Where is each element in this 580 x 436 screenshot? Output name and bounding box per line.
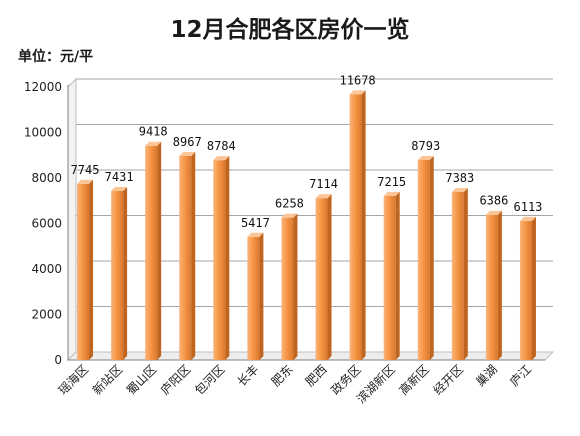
bar-front <box>485 214 498 360</box>
bar-side <box>395 191 400 360</box>
side-wall <box>67 77 77 362</box>
bar <box>111 186 128 360</box>
y-tick-label: 6000 <box>31 217 62 231</box>
data-label: 6258 <box>275 197 304 211</box>
bar-side <box>157 141 162 360</box>
bar-front <box>77 183 90 360</box>
bar-front <box>179 156 192 360</box>
y-tick-label: 2000 <box>31 308 62 322</box>
bar-front <box>349 94 362 360</box>
bar-side <box>429 155 434 360</box>
bar-top <box>247 232 264 237</box>
y-tick-label: 0 <box>54 353 62 367</box>
x-tick-label: 肥西 <box>303 362 330 389</box>
y-tick-label: 10000 <box>24 126 62 140</box>
x-tick-label: 包河区 <box>192 362 227 397</box>
bar-top <box>451 188 468 193</box>
bars <box>77 90 536 360</box>
bar-side <box>259 232 264 360</box>
x-tick-label: 肥东 <box>269 362 296 389</box>
bar <box>145 141 162 360</box>
data-label: 6113 <box>514 200 543 214</box>
x-tick-label: 庐江 <box>506 362 534 390</box>
bar-front <box>315 198 328 360</box>
bar-top <box>111 186 128 191</box>
y-tick-label: 4000 <box>31 262 62 276</box>
bar <box>485 210 502 360</box>
bar-top <box>77 179 94 184</box>
x-tick-label: 经开区 <box>431 362 466 397</box>
data-label: 7383 <box>445 171 474 185</box>
x-tick-label: 高新区 <box>396 362 432 398</box>
bar-front <box>281 217 294 360</box>
bar-side <box>497 210 502 360</box>
bar-top <box>315 194 332 199</box>
data-label: 11678 <box>340 73 376 87</box>
bar-front <box>111 190 124 360</box>
bar-side <box>89 179 94 360</box>
bar-top <box>145 141 162 146</box>
data-label: 8784 <box>207 139 236 153</box>
bar <box>281 213 298 360</box>
bar <box>451 188 468 360</box>
y-tick-label: 8000 <box>31 171 62 185</box>
bar <box>77 179 94 360</box>
bar-front <box>247 236 260 360</box>
bar <box>213 156 230 360</box>
bar-side <box>191 152 196 360</box>
floor <box>66 351 555 361</box>
bar-top <box>383 191 400 196</box>
bar-side <box>225 156 230 360</box>
data-label: 5417 <box>241 216 270 230</box>
bar-top <box>349 90 366 95</box>
x-tick-label: 巢湖 <box>472 362 500 390</box>
x-tick-label: 蜀山区 <box>124 362 159 397</box>
bar-front <box>383 195 396 360</box>
bar-top <box>417 155 434 160</box>
axes <box>66 77 555 362</box>
bar <box>349 90 366 360</box>
bar-side <box>293 213 298 360</box>
bar-top <box>179 152 196 157</box>
data-label: 9418 <box>139 125 168 139</box>
data-label: 7745 <box>71 163 100 177</box>
x-tick-label: 新站区 <box>89 362 125 398</box>
bar-side <box>463 188 468 360</box>
bar <box>247 232 264 360</box>
chart-title: 12月合肥各区房价一览 <box>170 17 410 43</box>
bar-front <box>519 220 532 360</box>
data-label: 8967 <box>173 135 202 149</box>
data-label: 7215 <box>377 175 406 189</box>
x-tick-label: 庐阳区 <box>157 362 193 398</box>
x-tick-label: 滨湖新区 <box>353 362 398 407</box>
bar-side <box>531 216 536 360</box>
bar <box>315 194 332 360</box>
data-label: 6386 <box>479 194 508 208</box>
data-label: 8793 <box>411 139 440 153</box>
bar-front <box>213 160 226 360</box>
bar-side <box>123 186 128 360</box>
data-label: 7431 <box>105 170 134 184</box>
x-tick-label: 长丰 <box>235 362 262 389</box>
bar-top <box>281 213 298 218</box>
bar-side <box>361 90 366 360</box>
bar <box>417 155 434 360</box>
data-label: 7114 <box>309 177 338 191</box>
bar-front <box>145 145 158 360</box>
y-tick-label: 12000 <box>24 80 62 94</box>
bar-top <box>213 156 230 161</box>
bar <box>383 191 400 360</box>
y-axis-unit-label: 单位：元/平 <box>18 49 94 65</box>
bar <box>519 216 536 360</box>
bar-top <box>485 210 502 215</box>
bar-top <box>519 216 536 221</box>
bar-front <box>451 192 464 360</box>
bar-side <box>327 194 332 360</box>
gridlines <box>67 78 553 361</box>
bar <box>179 152 196 360</box>
bar-front <box>417 159 430 360</box>
